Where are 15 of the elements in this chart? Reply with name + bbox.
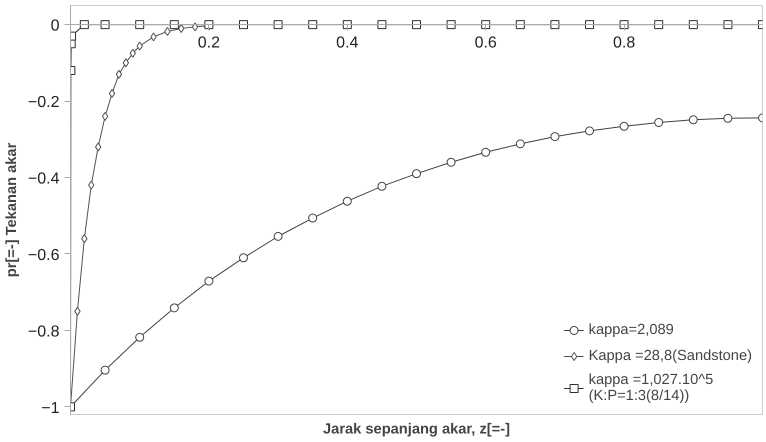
y-tick-label: −1 — [41, 400, 60, 417]
legend-label: Kappa =28,8(Sandstone) — [588, 348, 752, 364]
x-tick-label: 0.4 — [336, 34, 359, 52]
y-tick-label: −0.6 — [28, 246, 60, 264]
y-tick-label: −0.4 — [28, 170, 60, 188]
y-tick-label: −0.2 — [28, 94, 60, 112]
y-tick-label: −0.8 — [28, 323, 60, 340]
y-tick-label: 0 — [50, 18, 60, 35]
x-tick-label: 0.6 — [474, 34, 497, 52]
x-tick-label: 0.2 — [198, 34, 220, 52]
y-axis-title: pr[=-] Tekanan akar — [4, 142, 20, 278]
legend-label: kappa =1,027.10^5 (K:P=1:3(8/14)) — [588, 372, 714, 404]
legend-label: kappa=2,089 — [588, 322, 674, 338]
x-tick-label: 0.8 — [612, 34, 636, 52]
x-axis-title: Jarak sepanjang akar, z[=-] — [323, 422, 510, 438]
